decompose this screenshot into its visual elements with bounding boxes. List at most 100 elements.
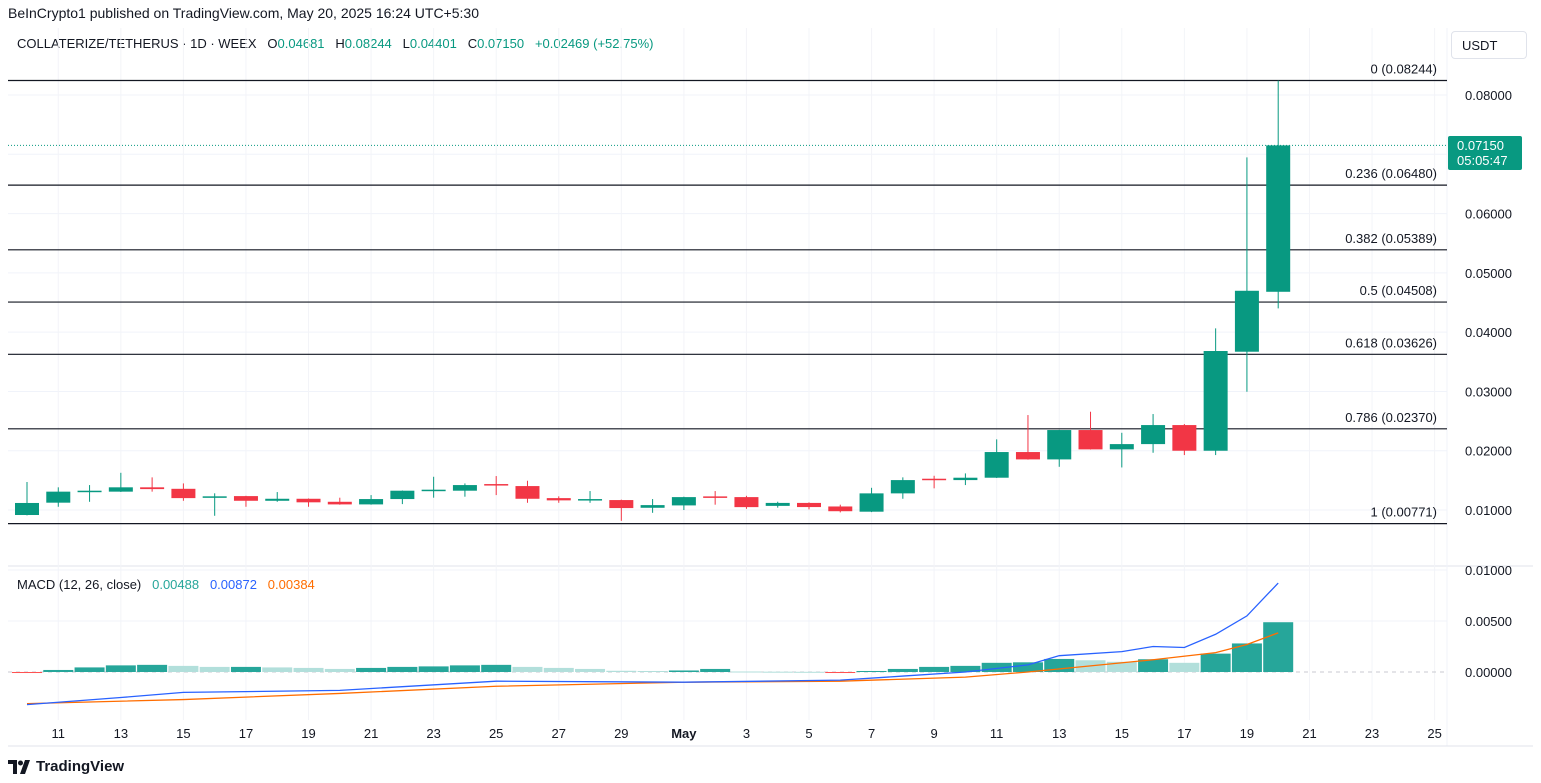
candle-body <box>953 477 978 481</box>
candle <box>515 480 540 503</box>
fib-level-label: 1 (0.00771) <box>1371 505 1438 520</box>
macd-histogram-bar <box>637 670 668 672</box>
candle <box>359 495 384 505</box>
candle <box>734 495 759 509</box>
time-tick-label: 15 <box>176 726 190 741</box>
macd-histogram-bar <box>74 667 105 672</box>
candle <box>797 502 821 510</box>
candle-body <box>797 502 821 508</box>
candle <box>828 504 853 513</box>
candle <box>1047 429 1072 467</box>
candle-body <box>828 506 853 512</box>
time-tick-label: 19 <box>1240 726 1254 741</box>
candle-body <box>202 496 227 498</box>
time-tick-label: 23 <box>1365 726 1379 741</box>
candle-body <box>546 498 571 501</box>
candle <box>46 487 71 507</box>
macd-signal-line <box>26 632 1279 705</box>
candle-body <box>640 505 665 508</box>
time-tick-label: 9 <box>931 726 938 741</box>
grid <box>8 28 1533 747</box>
macd-histogram-bar <box>105 665 136 672</box>
macd-histogram-bar <box>950 665 981 672</box>
high-value: 0.08244 <box>344 36 392 51</box>
candle <box>609 499 634 521</box>
time-tick-label: 5 <box>805 726 812 741</box>
candle-body <box>327 501 352 505</box>
price-tick-label: 0.04000 <box>1465 325 1512 340</box>
fib-level-label: 0.5 (0.04508) <box>1360 283 1437 298</box>
price-tick-label: 0.02000 <box>1465 444 1512 459</box>
axes: 0.08000 0.06000 0.05000 0.04000 0.03000 0.020… <box>52 88 1512 741</box>
time-tick-label: 19 <box>301 726 315 741</box>
macd-histogram-bar <box>887 668 918 672</box>
candle <box>578 491 603 503</box>
macd-histogram-bar <box>731 671 762 673</box>
candle-body <box>859 493 884 512</box>
time-tick-label: 23 <box>426 726 440 741</box>
price-tick-label: 0.08000 <box>1465 88 1512 103</box>
high-label: H <box>335 36 345 51</box>
macd-histogram-bar <box>1200 653 1231 672</box>
candle-body <box>1141 425 1166 445</box>
macd-histogram-bar <box>981 662 1012 672</box>
candle-body <box>359 499 384 505</box>
macd-histogram-bar <box>794 671 824 673</box>
candle <box>1109 432 1134 468</box>
macd-histogram-bar <box>262 667 293 672</box>
open-label: O <box>267 36 278 51</box>
macd-histogram-bar <box>230 666 261 672</box>
macd-histogram-bar <box>293 667 324 672</box>
symbol-title[interactable]: COLLATERIZE/TETHERUS · 1D · WEEX <box>17 36 257 51</box>
macd-histogram-bar <box>1106 661 1137 672</box>
candle-body <box>578 499 603 501</box>
last-price: 0.07150 <box>1457 138 1504 153</box>
currency-button[interactable]: USDT <box>1451 31 1527 59</box>
price-tick-label: 0.03000 <box>1465 384 1512 399</box>
candle-body <box>703 496 728 498</box>
candle <box>296 498 321 507</box>
tradingview-logo[interactable]: TradingView <box>8 758 124 775</box>
macd-histogram-bar <box>1012 662 1043 672</box>
macd-histogram-bar <box>512 666 543 672</box>
macd-histogram-bar <box>1138 659 1169 672</box>
candle-body <box>77 490 102 493</box>
candle-body <box>140 487 165 490</box>
macd-histogram-bar <box>1263 622 1294 672</box>
candle-body <box>765 502 790 506</box>
time-tick-label: 25 <box>1427 726 1441 741</box>
candle-body <box>484 484 509 486</box>
candle <box>1266 80 1291 309</box>
candle-body <box>452 485 477 491</box>
time-tick-label: 11 <box>990 726 1004 741</box>
macd-histogram-bar <box>543 667 574 672</box>
candle <box>1015 415 1040 460</box>
publisher-caption: BeInCrypto1 published on TradingView.com… <box>8 5 479 21</box>
time-tick-label: 27 <box>552 726 566 741</box>
candle-body <box>890 480 915 494</box>
macd-histogram-bar <box>12 672 42 674</box>
candle <box>546 496 571 503</box>
candle <box>484 476 509 496</box>
price-tick-label: 0.01000 <box>1465 503 1512 518</box>
tradingview-logo-icon <box>8 759 30 774</box>
candle-body <box>390 490 415 500</box>
macd-title[interactable]: MACD (12, 26, close) <box>17 577 142 592</box>
candle <box>1234 157 1259 392</box>
candle <box>77 485 102 502</box>
macd-pane <box>12 582 1294 706</box>
macd-line-value: 0.00872 <box>209 577 257 592</box>
macd-histogram-bar <box>449 665 480 672</box>
candle <box>859 487 884 513</box>
macd-legend: MACD (12, 26, close) 0.00488 0.00872 0.0… <box>17 577 315 592</box>
time-tick-label: 7 <box>868 726 875 741</box>
candle <box>327 497 352 505</box>
candle <box>452 483 477 497</box>
time-tick-label: 13 <box>114 726 128 741</box>
candle <box>390 490 415 505</box>
candle <box>765 501 790 508</box>
time-tick-label: May <box>671 726 697 741</box>
candle-body <box>265 498 290 501</box>
candle <box>421 476 446 498</box>
